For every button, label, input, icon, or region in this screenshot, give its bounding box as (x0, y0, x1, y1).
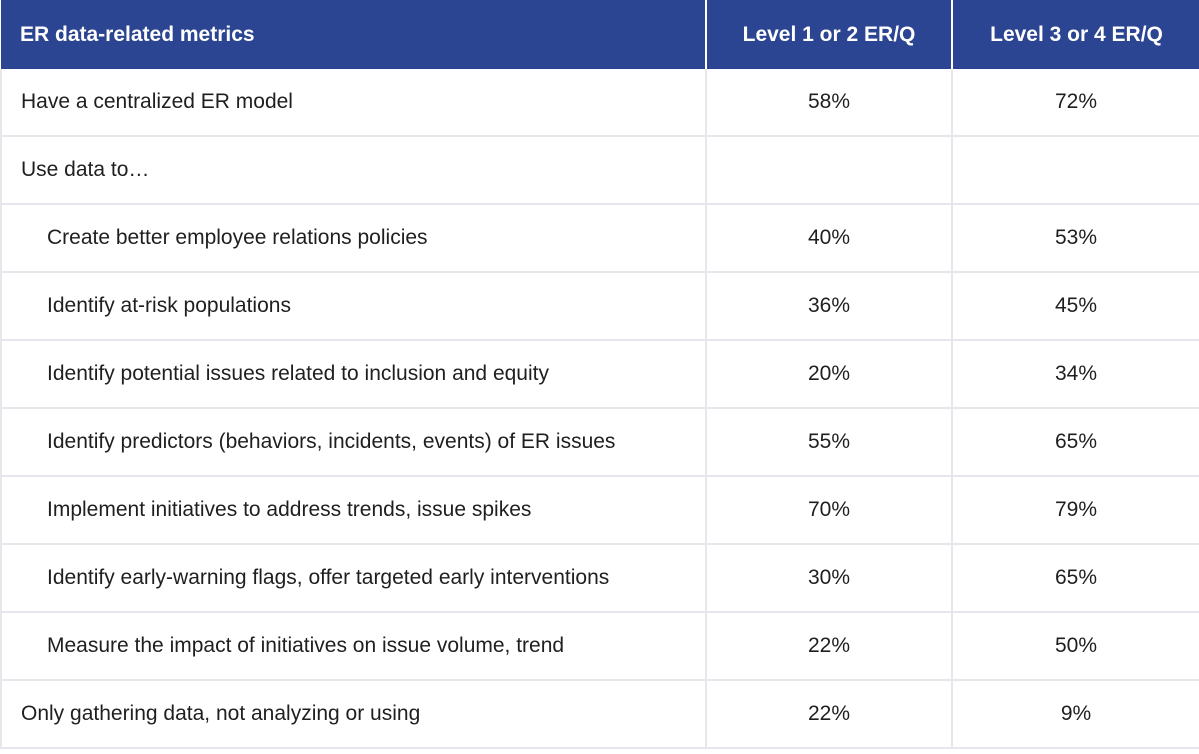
table-body: Have a centralized ER model 58% 72% Use … (0, 69, 1199, 749)
cell-level-1-2: 20% (706, 340, 953, 409)
row-label: Use data to… (0, 136, 707, 205)
header-level-3-4: Level 3 or 4 ER/Q (952, 0, 1199, 69)
cell-level-3-4: 45% (952, 272, 1199, 341)
cell-level-3-4: 65% (952, 408, 1199, 477)
cell-level-1-2: 58% (706, 69, 953, 137)
cell-level-1-2 (706, 136, 953, 205)
row-label: Identify early-warning flags, offer targ… (0, 544, 707, 613)
cell-level-1-2: 22% (706, 612, 953, 681)
cell-level-1-2: 30% (706, 544, 953, 613)
cell-level-3-4 (952, 136, 1199, 205)
table-row: Create better employee relations policie… (0, 204, 1199, 273)
table-row: Identify predictors (behaviors, incident… (0, 408, 1199, 477)
cell-level-1-2: 70% (706, 476, 953, 545)
cell-level-3-4: 65% (952, 544, 1199, 613)
table-row: Use data to… (0, 136, 1199, 205)
cell-level-3-4: 53% (952, 204, 1199, 273)
cell-level-1-2: 40% (706, 204, 953, 273)
row-label: Identify at-risk populations (0, 272, 707, 341)
row-label: Identify predictors (behaviors, incident… (0, 408, 707, 477)
cell-level-1-2: 36% (706, 272, 953, 341)
row-label: Measure the impact of initiatives on iss… (0, 612, 707, 681)
table-row: Only gathering data, not analyzing or us… (0, 680, 1199, 749)
header-metrics: ER data-related metrics (1, 0, 707, 69)
row-label: Only gathering data, not analyzing or us… (0, 680, 707, 749)
table-row: Identify at-risk populations 36% 45% (0, 272, 1199, 341)
table-header: ER data-related metrics Level 1 or 2 ER/… (1, 0, 1199, 69)
table-row: Identify early-warning flags, offer targ… (0, 544, 1199, 613)
table-row: Implement initiatives to address trends,… (0, 476, 1199, 545)
row-label: Have a centralized ER model (0, 69, 707, 137)
cell-level-1-2: 55% (706, 408, 953, 477)
cell-level-3-4: 79% (952, 476, 1199, 545)
row-label: Identify potential issues related to inc… (0, 340, 707, 409)
cell-level-3-4: 34% (952, 340, 1199, 409)
cell-level-3-4: 9% (952, 680, 1199, 749)
header-row: ER data-related metrics Level 1 or 2 ER/… (1, 0, 1199, 69)
row-label: Implement initiatives to address trends,… (0, 476, 707, 545)
cell-level-3-4: 72% (952, 69, 1199, 137)
cell-level-3-4: 50% (952, 612, 1199, 681)
cell-level-1-2: 22% (706, 680, 953, 749)
table-row: Identify potential issues related to inc… (0, 340, 1199, 409)
header-level-1-2: Level 1 or 2 ER/Q (706, 0, 953, 69)
table-row: Measure the impact of initiatives on iss… (0, 612, 1199, 681)
row-label: Create better employee relations policie… (0, 204, 707, 273)
table-row: Have a centralized ER model 58% 72% (0, 69, 1199, 137)
